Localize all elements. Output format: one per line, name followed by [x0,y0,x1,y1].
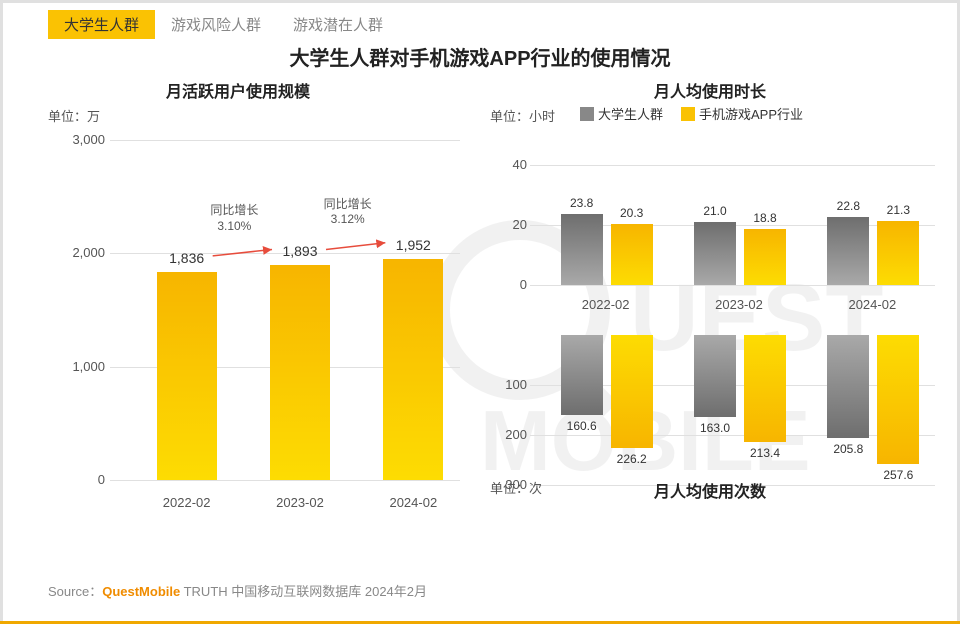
growth-annotation: 同比增长3.10% [210,203,258,234]
legend-swatch-1 [681,107,695,121]
y-tick-label: 2,000 [45,245,105,260]
y-tick-label: 0 [487,277,527,292]
bar: 205.8 [827,335,869,438]
bar: 20.3 [611,224,653,285]
bar: 18.8 [744,229,786,285]
x-tick-label: 2023-02 [684,297,794,312]
gridline [530,285,935,286]
x-tick-label: 2022-02 [137,495,237,510]
y-tick-label: 100 [487,377,527,392]
y-tick-label: 3,000 [45,132,105,147]
bar: 23.8 [561,214,603,285]
y-tick-label: 40 [487,157,527,172]
bar-value-label: 226.2 [603,452,661,466]
bar: 257.6 [877,335,919,464]
y-tick-label: 20 [487,217,527,232]
right-top-chart-title: 月人均使用时长 [490,78,930,102]
gridline [530,435,935,436]
right-bottom-chart-title: 月人均使用次数 [490,478,930,502]
bar: 1,952 [383,259,443,480]
left-chart-unit: 单位：万 [48,106,100,125]
tab-potential[interactable]: 游戏潜在人群 [277,10,399,39]
tab-risk[interactable]: 游戏风险人群 [155,10,277,39]
bar-value-label: 18.8 [736,211,794,225]
bar-value-label: 21.3 [869,203,927,217]
bar-value-label: 20.3 [603,206,661,220]
growth-value: 3.10% [210,219,258,235]
legend-swatch-0 [580,107,594,121]
tab-college[interactable]: 大学生人群 [48,10,155,39]
bar-value-label: 205.8 [819,442,877,456]
source-rest: TRUTH 中国移动互联网数据库 2024年2月 [180,584,427,599]
main-title: 大学生人群对手机游戏APP行业的使用情况 [0,42,960,71]
growth-value: 3.12% [324,212,372,228]
x-tick-label: 2023-02 [250,495,350,510]
y-tick-label: 1,000 [45,359,105,374]
bar-value-label: 160.6 [553,419,611,433]
right-chart: 0204023.820.32022-0221.018.82023-0222.82… [490,130,935,520]
source-line: Source：QuestMobile TRUTH 中国移动互联网数据库 2024… [48,581,427,600]
bar: 163.0 [694,335,736,417]
source-brand: QuestMobile [102,584,180,599]
x-tick-label: 2024-02 [817,297,927,312]
growth-annotation: 同比增长3.12% [324,197,372,228]
gridline [110,140,460,141]
growth-label: 同比增长 [210,203,258,219]
bar-value-label: 213.4 [736,446,794,460]
bar-value-label: 1,836 [147,250,227,266]
bar: 21.0 [694,222,736,285]
x-tick-label: 2022-02 [551,297,661,312]
source-prefix: Source： [48,584,102,599]
bar: 160.6 [561,335,603,415]
left-chart: 01,0002,0003,000 1,8362022-021,8932023-0… [60,130,460,520]
legend-label-1: 手机游戏APP行业 [699,104,803,123]
bar: 226.2 [611,335,653,448]
left-chart-title: 月活跃用户使用规模 [48,78,428,102]
bar-value-label: 1,893 [260,243,340,259]
bar: 22.8 [827,217,869,285]
gridline [110,480,460,481]
legend-label-0: 大学生人群 [598,104,663,123]
bar-value-label: 163.0 [686,421,744,435]
bar-value-label: 1,952 [373,237,453,253]
right-top-chart-unit: 单位：小时 [490,106,555,125]
bar: 21.3 [877,221,919,285]
tab-bar: 大学生人群 游戏风险人群 游戏潜在人群 [48,10,399,39]
growth-label: 同比增长 [324,197,372,213]
gridline [530,165,935,166]
bar: 1,893 [270,265,330,480]
legend-item-0: 大学生人群 [580,104,663,123]
y-tick-label: 0 [45,472,105,487]
bar: 213.4 [744,335,786,442]
y-tick-label: 200 [487,427,527,442]
x-tick-label: 2024-02 [363,495,463,510]
legend-item-1: 手机游戏APP行业 [681,104,803,123]
bar: 1,836 [157,272,217,480]
legend: 大学生人群 手机游戏APP行业 [580,104,803,123]
